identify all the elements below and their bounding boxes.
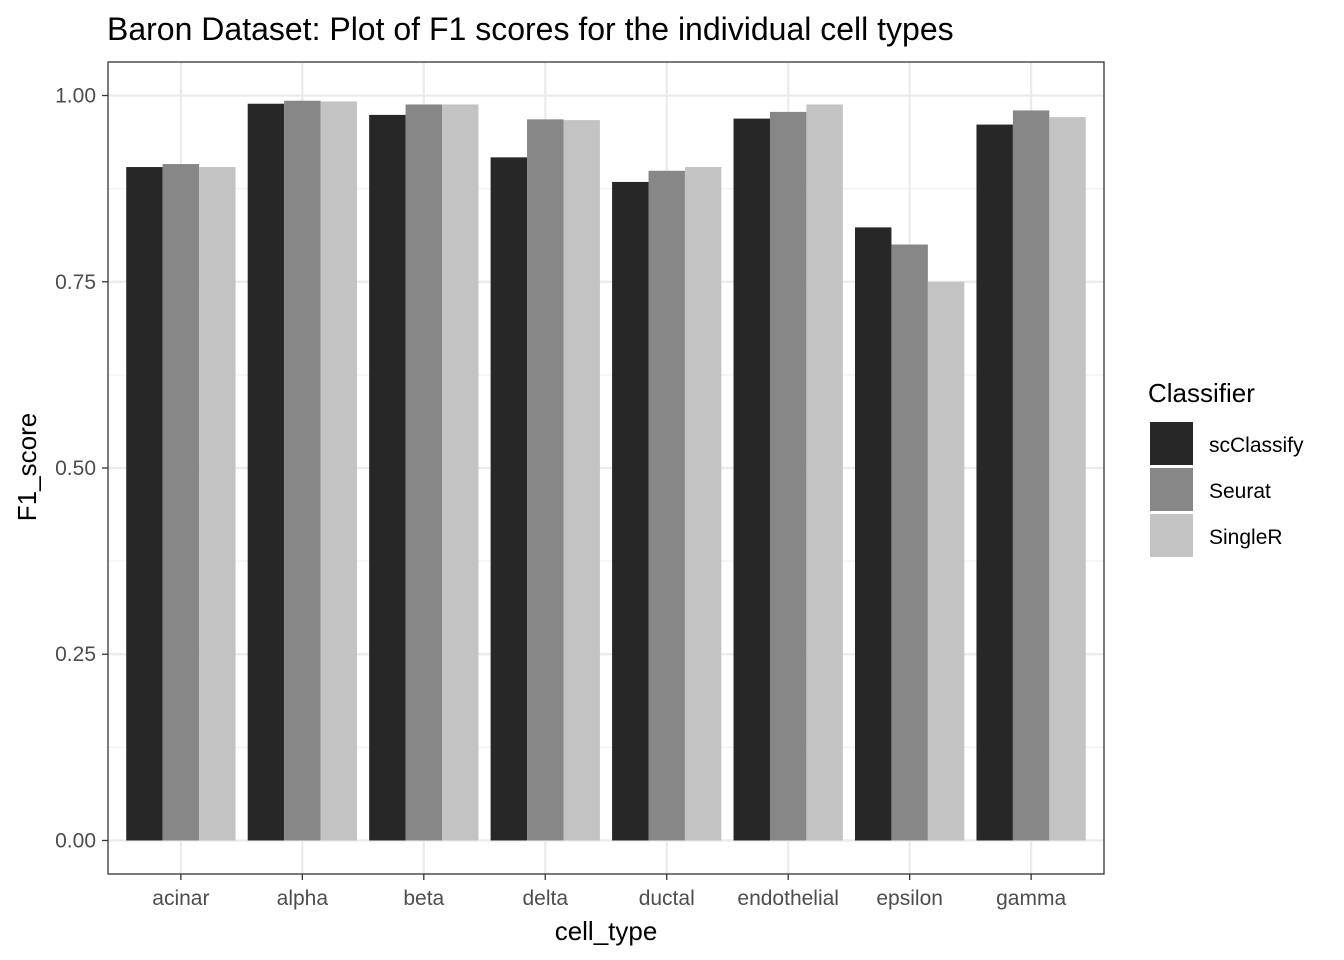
legend-title: Classifier <box>1148 378 1255 408</box>
legend-label-scClassify: scClassify <box>1209 434 1304 457</box>
y-tick-label: 0.50 <box>55 457 96 480</box>
x-axis: acinar alpha beta delta ductal endothelial eps… <box>152 874 1066 910</box>
legend-label-Seurat: Seurat <box>1209 480 1271 503</box>
bars-layer <box>126 100 1086 841</box>
bar-epsilon-Seurat <box>891 244 928 841</box>
legend-items: scClassify Seurat SingleR <box>1150 422 1304 557</box>
bar-alpha-SingleR <box>320 101 357 841</box>
y-tick-label: 1.00 <box>55 85 96 108</box>
legend: Classifier scClassify Seurat SingleR <box>1148 378 1304 557</box>
bar-gamma-Seurat <box>1012 110 1050 841</box>
y-tick-label: 0.00 <box>55 829 96 852</box>
y-axis-title: F1_score <box>12 413 42 521</box>
bar-epsilon-scClassify <box>855 227 892 841</box>
y-tick-label: 0.25 <box>55 643 96 666</box>
bar-delta-Seurat <box>527 119 564 841</box>
legend-key-Seurat <box>1150 468 1193 511</box>
bar-endothelial-SingleR <box>806 104 843 841</box>
y-tick-label: 0.75 <box>55 271 96 294</box>
x-tick-label-beta: beta <box>403 887 444 910</box>
plot-panel <box>107 61 1105 875</box>
x-axis-title: cell_type <box>555 916 658 946</box>
bar-endothelial-Seurat <box>769 111 807 841</box>
bar-beta-scClassify <box>369 114 406 841</box>
x-tick-label-alpha: alpha <box>277 887 329 910</box>
x-tick-label-gamma: gamma <box>996 887 1066 910</box>
x-tick-label-ductal: ductal <box>639 887 695 910</box>
legend-label-SingleR: SingleR <box>1209 526 1283 549</box>
bar-ductal-scClassify <box>612 181 649 841</box>
legend-key-scClassify <box>1150 422 1193 465</box>
bar-delta-SingleR <box>563 120 600 841</box>
bar-ductal-Seurat <box>648 170 685 841</box>
bar-gamma-scClassify <box>976 124 1013 841</box>
bar-alpha-Seurat <box>284 100 321 841</box>
bar-delta-scClassify <box>490 157 528 841</box>
y-axis: 0.00 0.25 0.50 0.75 1.00 <box>55 85 108 852</box>
x-tick-label-endothelial: endothelial <box>737 887 839 910</box>
chart-title: Baron Dataset: Plot of F1 scores for the… <box>107 11 954 47</box>
x-tick-label-acinar: acinar <box>152 887 209 910</box>
bar-acinar-SingleR <box>199 167 236 841</box>
bar-beta-Seurat <box>405 104 443 841</box>
legend-key-SingleR <box>1150 514 1193 557</box>
bar-alpha-scClassify <box>247 103 285 841</box>
bar-epsilon-SingleR <box>927 281 965 841</box>
bar-ductal-SingleR <box>684 167 722 841</box>
bar-gamma-SingleR <box>1049 117 1086 841</box>
x-tick-label-delta: delta <box>522 887 568 910</box>
bar-acinar-Seurat <box>162 164 200 841</box>
x-tick-label-epsilon: epsilon <box>876 887 943 910</box>
bar-endothelial-scClassify <box>733 118 770 841</box>
bar-beta-SingleR <box>442 104 479 841</box>
bar-acinar-scClassify <box>126 167 163 841</box>
